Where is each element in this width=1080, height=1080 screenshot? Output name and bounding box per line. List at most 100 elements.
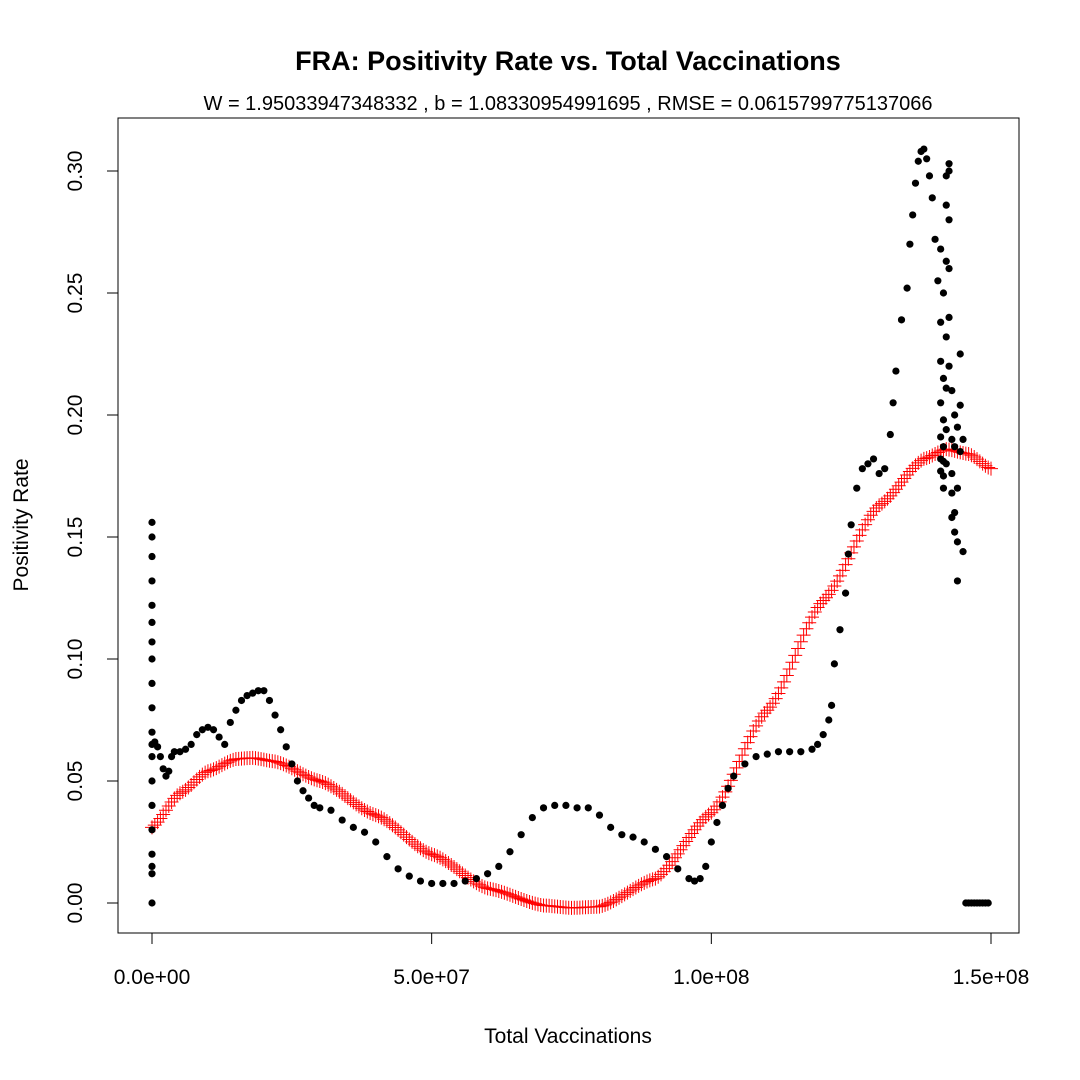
observed-point bbox=[939, 484, 948, 492]
observed-point bbox=[282, 743, 290, 751]
fitted-point bbox=[883, 488, 898, 503]
fitted-point bbox=[623, 883, 638, 898]
fitted-point bbox=[156, 807, 171, 822]
fitted-point bbox=[704, 805, 719, 820]
fitted-point bbox=[486, 882, 501, 897]
observed-point bbox=[951, 443, 959, 451]
fitted-point bbox=[217, 756, 232, 771]
observed-point bbox=[472, 875, 481, 883]
fitted-point bbox=[746, 724, 761, 739]
fitted-point bbox=[679, 834, 694, 849]
observed-point bbox=[889, 399, 897, 407]
fitted-point bbox=[816, 593, 831, 608]
fitted-point bbox=[964, 448, 979, 463]
observed-point bbox=[730, 772, 738, 780]
fitted-point bbox=[304, 771, 319, 786]
observed-point bbox=[148, 801, 156, 810]
observed-point bbox=[254, 687, 262, 695]
observed-point bbox=[551, 801, 559, 810]
fitted-point bbox=[198, 765, 213, 780]
observed-point bbox=[148, 777, 156, 785]
observed-point bbox=[937, 399, 945, 407]
fitted-point bbox=[349, 797, 364, 812]
fitted-point bbox=[642, 873, 657, 888]
observed-point bbox=[827, 701, 836, 709]
observed-point bbox=[942, 333, 950, 341]
fitted-point bbox=[368, 808, 383, 823]
observed-point bbox=[875, 469, 883, 478]
observed-point bbox=[176, 748, 184, 756]
fitted-point bbox=[290, 764, 305, 779]
observed-point bbox=[945, 160, 953, 168]
fitted-point bbox=[684, 826, 699, 841]
fitted-point bbox=[365, 807, 380, 822]
observed-point bbox=[204, 723, 212, 731]
observed-point bbox=[945, 313, 953, 321]
fitted-point bbox=[310, 773, 325, 788]
observed-point bbox=[209, 726, 218, 734]
fitted-point bbox=[693, 815, 708, 830]
fitted-point bbox=[158, 803, 173, 818]
observed-point bbox=[187, 740, 195, 749]
fitted-point bbox=[595, 898, 610, 913]
fitted-point bbox=[925, 448, 940, 463]
fitted-point bbox=[256, 752, 271, 767]
observed-point bbox=[937, 357, 945, 365]
observed-point bbox=[148, 552, 156, 561]
observed-point bbox=[752, 753, 760, 761]
observed-point bbox=[892, 367, 900, 375]
fitted-point bbox=[617, 887, 632, 902]
fitted-point bbox=[830, 574, 845, 589]
fitted-point bbox=[743, 729, 758, 744]
fitted-point bbox=[340, 791, 355, 806]
observed-point bbox=[310, 801, 318, 810]
observed-point bbox=[951, 508, 959, 517]
observed-point bbox=[797, 748, 805, 756]
y-axis-label: Positivity Rate bbox=[10, 458, 33, 591]
observed-point bbox=[741, 760, 749, 768]
observed-point bbox=[148, 601, 156, 609]
fitted-point bbox=[916, 451, 931, 466]
observed-point bbox=[148, 826, 156, 834]
fitted-point bbox=[346, 795, 361, 810]
fitted-point bbox=[332, 784, 347, 799]
fitted-point bbox=[296, 767, 311, 782]
fitted-point bbox=[200, 764, 215, 779]
observed-point bbox=[170, 748, 178, 756]
observed-point bbox=[937, 245, 945, 253]
observed-point bbox=[193, 731, 201, 739]
fitted-point bbox=[665, 854, 680, 869]
observed-point bbox=[450, 879, 458, 888]
observed-point bbox=[148, 533, 156, 541]
fitted-point bbox=[785, 655, 800, 670]
fitted-point bbox=[760, 703, 775, 718]
fitted-point bbox=[416, 843, 431, 858]
y-tick-label: 0.25 bbox=[64, 273, 87, 314]
observed-point bbox=[713, 818, 721, 827]
fitted-point bbox=[430, 849, 445, 864]
observed-point bbox=[945, 216, 953, 224]
fitted-point bbox=[763, 700, 778, 715]
observed-point bbox=[819, 731, 827, 739]
fitted-point bbox=[872, 498, 887, 513]
observed-point bbox=[945, 362, 953, 370]
observed-point bbox=[156, 753, 164, 761]
y-axis: 0.00 0.05 0.10 0.15 0.20 0.25 0.30 bbox=[64, 151, 119, 923]
observed-point bbox=[651, 845, 660, 853]
fitted-point bbox=[687, 822, 702, 837]
observed-point bbox=[906, 240, 914, 248]
observed-point bbox=[786, 748, 794, 756]
fitted-point bbox=[603, 895, 618, 910]
fitted-point bbox=[323, 779, 338, 794]
observed-point bbox=[808, 745, 816, 753]
fitted-point bbox=[363, 805, 378, 820]
fitted-point bbox=[452, 864, 467, 879]
observed-point bbox=[836, 626, 844, 634]
fitted-point bbox=[516, 893, 531, 908]
fitted-point bbox=[852, 528, 867, 543]
observed-point bbox=[148, 638, 156, 646]
fitted-point bbox=[449, 862, 464, 877]
fitted-point bbox=[598, 897, 613, 912]
fitted-point bbox=[902, 464, 917, 479]
